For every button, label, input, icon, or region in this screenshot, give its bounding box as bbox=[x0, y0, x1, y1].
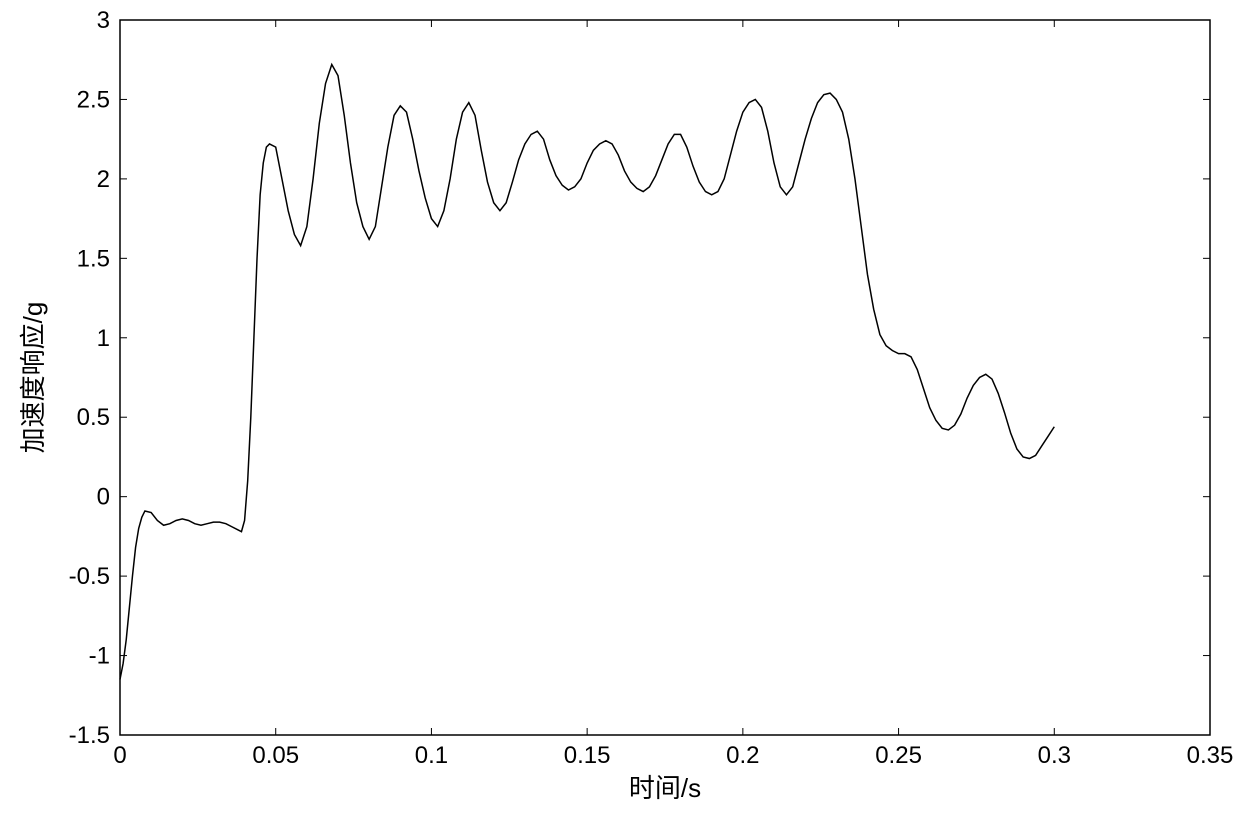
y-tick-label: 3 bbox=[97, 7, 110, 34]
x-tick-label: 0.2 bbox=[726, 742, 759, 769]
chart-container: 0 0.05 0.1 0.15 0.2 0.25 0.3 0.35 -1.5 -1 -0.5 0 0.… bbox=[0, 0, 1240, 817]
data-series-line bbox=[120, 64, 1054, 679]
y-tick-label: 1.5 bbox=[77, 245, 110, 272]
x-tick-label: 0.3 bbox=[1038, 742, 1071, 769]
y-tick-label: 2 bbox=[97, 166, 110, 193]
x-tick-label: 0.35 bbox=[1187, 742, 1234, 769]
y-tick-label: 0.5 bbox=[77, 404, 110, 431]
y-tick-label: 1 bbox=[97, 325, 110, 352]
x-tick-label: 0 bbox=[113, 742, 126, 769]
y-tick-label: -1 bbox=[89, 643, 110, 670]
y-tick-label: -1.5 bbox=[69, 722, 110, 749]
x-tick-label: 0.15 bbox=[564, 742, 611, 769]
y-ticks: -1.5 -1 -0.5 0 0.5 1 1.5 2 2.5 3 bbox=[69, 7, 1210, 749]
x-tick-label: 0.25 bbox=[875, 742, 922, 769]
x-tick-label: 0.05 bbox=[252, 742, 299, 769]
line-chart: 0 0.05 0.1 0.15 0.2 0.25 0.3 0.35 -1.5 -1 -0.5 0 0.… bbox=[0, 0, 1240, 817]
x-ticks: 0 0.05 0.1 0.15 0.2 0.25 0.3 0.35 bbox=[113, 20, 1233, 769]
y-tick-label: 2.5 bbox=[77, 86, 110, 113]
y-tick-label: 0 bbox=[97, 484, 110, 511]
y-axis-label: 加速度响应/g bbox=[18, 302, 48, 454]
x-axis-label: 时间/s bbox=[629, 773, 701, 803]
x-tick-label: 0.1 bbox=[415, 742, 448, 769]
y-tick-label: -0.5 bbox=[69, 563, 110, 590]
plot-box bbox=[120, 20, 1210, 735]
